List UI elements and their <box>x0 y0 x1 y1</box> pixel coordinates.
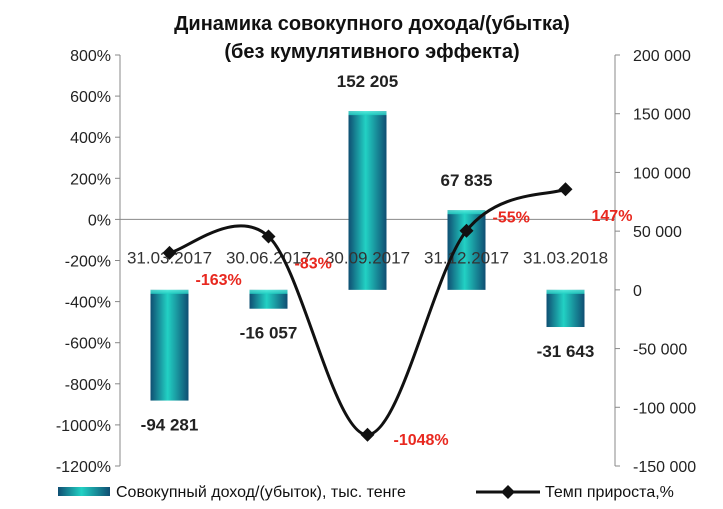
growth-value-label: -163% <box>196 272 242 289</box>
category-label: 31.03.2018 <box>523 248 608 267</box>
bar-value-label: 67 835 <box>441 171 493 190</box>
left-tick-label: -1200% <box>56 459 111 476</box>
left-tick-label: -600% <box>65 336 111 353</box>
chart-title-line1: Динамика совокупного дохода/(убытка) <box>174 13 570 35</box>
growth-line-marker <box>261 229 276 244</box>
bar-value-label: -16 057 <box>240 324 298 343</box>
growth-line <box>162 182 573 442</box>
axes: 800% 600% 400% 200% 0% -200% -400% -600% -800% -1… <box>56 48 696 476</box>
legend-bar-label: Совокупный доход/(убыток), тыс. тенге <box>116 484 406 501</box>
bar-value-label: -94 281 <box>141 416 199 435</box>
category-label: 30.09.2017 <box>325 248 410 267</box>
right-tick-label: 50 000 <box>633 224 682 241</box>
legend-line-marker <box>501 485 515 499</box>
bar-cap <box>546 289 585 294</box>
bars <box>150 111 585 401</box>
growth-line-marker <box>360 427 375 442</box>
right-tick-label: 150 000 <box>633 107 691 124</box>
right-tick-label: -50 000 <box>633 342 687 359</box>
growth-value-label: -55% <box>493 210 530 227</box>
bar-cap <box>447 210 486 215</box>
growth-value-label: 147% <box>592 208 633 225</box>
right-tick-label: 0 <box>633 283 642 300</box>
growth-line-marker <box>162 245 177 260</box>
left-tick-label: -800% <box>65 377 111 394</box>
growth-line-marker <box>459 223 474 238</box>
left-tick-label: 0% <box>88 212 111 229</box>
legend-bar-swatch <box>58 487 110 496</box>
growth-value-label: -83% <box>295 255 332 272</box>
left-tick-label: -400% <box>65 295 111 312</box>
left-tick-label: 400% <box>70 130 111 147</box>
left-tick-label: -1000% <box>56 418 111 435</box>
bar-cap <box>249 289 288 294</box>
right-tick-label: -100 000 <box>633 400 696 417</box>
bar <box>249 289 288 309</box>
bar <box>348 111 387 290</box>
bar <box>150 289 189 401</box>
data-labels: -94 281 -16 057 152 205 67 835 -31 643 -163% -… <box>141 72 633 449</box>
left-tick-label: 600% <box>70 89 111 106</box>
left-tick-label: -200% <box>65 254 111 271</box>
right-tick-label: -150 000 <box>633 459 696 476</box>
bar-cap <box>150 289 189 294</box>
category-labels: 31.03.201730.06.201730.09.201731.12.2017… <box>127 248 608 267</box>
category-label: 31.12.2017 <box>424 248 509 267</box>
right-tick-label: 100 000 <box>633 165 691 182</box>
right-tick-label: 200 000 <box>633 48 691 65</box>
growth-line-marker <box>558 182 573 197</box>
growth-value-label: -1048% <box>394 432 449 449</box>
legend: Совокупный доход/(убыток), тыс. тенге Те… <box>58 484 674 501</box>
bar-value-label: 152 205 <box>337 72 398 91</box>
bar-value-label: -31 643 <box>537 342 595 361</box>
chart-title-line2: (без кумулятивного эффекта) <box>224 41 519 63</box>
bar <box>546 289 585 328</box>
left-tick-label: 200% <box>70 171 111 188</box>
category-label: 30.06.2017 <box>226 248 311 267</box>
left-tick-label: 800% <box>70 48 111 65</box>
bar-cap <box>348 111 387 116</box>
legend-line-label: Темп прироста,% <box>545 484 674 501</box>
